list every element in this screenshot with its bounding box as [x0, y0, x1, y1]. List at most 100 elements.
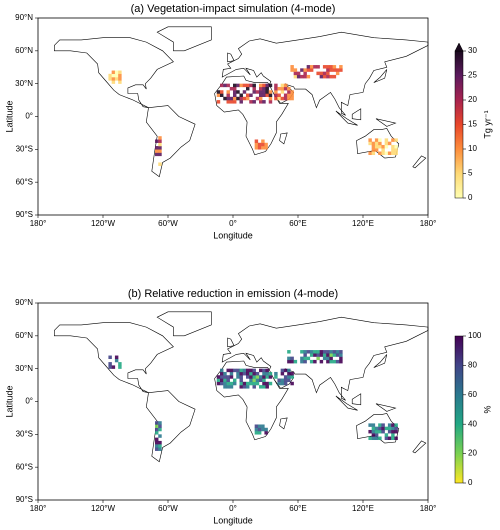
land — [279, 132, 288, 145]
map-cell — [326, 65, 330, 69]
map-cell — [268, 96, 273, 101]
map-cell — [223, 378, 227, 382]
map-cell — [280, 86, 285, 91]
map-cell — [316, 350, 320, 354]
land — [156, 26, 212, 52]
map-cell — [226, 381, 230, 386]
map-cell — [387, 426, 392, 431]
map-cell — [290, 371, 294, 376]
map-cell — [262, 375, 266, 379]
map-cell — [158, 434, 162, 438]
map-cell — [114, 73, 119, 78]
map-cell — [287, 86, 291, 91]
map-cell — [368, 429, 372, 434]
map-cell — [242, 83, 247, 88]
map-cell — [226, 385, 230, 389]
map-cell — [381, 423, 385, 427]
map-cell — [108, 73, 112, 78]
x-tick-label: 0° — [229, 219, 237, 228]
map-cell — [335, 71, 340, 76]
map-cell — [220, 378, 224, 382]
map-cell — [283, 93, 288, 97]
map-cell — [254, 139, 259, 143]
map-cell — [371, 148, 376, 152]
map-cell — [255, 381, 260, 386]
map-cell — [326, 350, 330, 354]
colorbar — [454, 335, 464, 484]
land — [375, 403, 397, 412]
map-cell — [233, 368, 237, 373]
map-cell — [296, 71, 301, 76]
map-cell — [287, 90, 291, 94]
map-cell — [236, 368, 240, 373]
map-cell — [322, 74, 327, 79]
map-cell — [118, 77, 122, 81]
map-cell — [255, 378, 260, 382]
map-cell — [254, 427, 259, 432]
map-cell — [283, 378, 288, 382]
map-cell — [242, 381, 247, 386]
map-cell — [242, 371, 247, 376]
map-cell — [239, 375, 243, 379]
map-cell — [319, 74, 324, 79]
map-cell — [261, 146, 265, 150]
map-cell — [259, 93, 263, 97]
map-cell — [262, 378, 266, 382]
map-cell — [309, 68, 314, 72]
map-cell — [394, 138, 398, 142]
map-cell — [381, 144, 385, 149]
land — [373, 354, 388, 368]
map-cell — [118, 80, 122, 84]
y-tick-label: 0° — [25, 397, 33, 406]
map-cell — [265, 93, 269, 97]
map-cell — [246, 96, 250, 101]
map-cell — [371, 423, 376, 427]
map-cell — [220, 368, 224, 373]
map-cell — [261, 427, 265, 432]
map-cell — [252, 368, 256, 373]
map-cell — [252, 385, 256, 389]
x-tick-label: 60°E — [289, 219, 306, 228]
map-cell — [223, 83, 227, 88]
map-cell — [155, 440, 159, 445]
map-cell — [262, 371, 266, 376]
map-cell — [394, 151, 398, 156]
map-cell — [249, 83, 253, 88]
map-cell — [280, 371, 285, 376]
map-cell — [368, 436, 372, 441]
map-cell — [300, 356, 304, 361]
map-cell — [339, 350, 343, 354]
map-cell — [371, 426, 376, 431]
map-cell — [257, 431, 262, 435]
map-cell — [223, 375, 227, 379]
map-cell — [322, 65, 327, 69]
map-cell — [374, 426, 379, 431]
map-cell — [287, 93, 291, 97]
y-axis-label: Latitude — [4, 385, 14, 417]
map-cell — [335, 350, 340, 354]
map-cell — [374, 148, 379, 152]
map-cell — [226, 375, 230, 379]
map-cell — [371, 436, 376, 441]
map-cell — [229, 371, 234, 376]
map-cell — [252, 86, 256, 91]
map-cell — [262, 86, 266, 91]
colorbar-tick-label: 5 — [468, 169, 473, 178]
map-cell — [111, 77, 116, 81]
x-tick-label: 120°E — [352, 504, 374, 513]
map-cell — [111, 73, 116, 78]
y-tick-label: 30°S — [16, 429, 33, 438]
map-cell — [255, 375, 260, 379]
map-cell — [254, 146, 259, 150]
map-cell — [381, 148, 385, 152]
map-cell — [391, 433, 395, 437]
map-cell — [303, 350, 307, 354]
map-cell — [229, 96, 234, 101]
map-cell — [339, 68, 343, 72]
map-cell — [246, 83, 250, 88]
colorbar-label: Tg yr⁻¹ — [482, 110, 492, 138]
map-cell — [265, 381, 269, 386]
map-cell — [259, 86, 263, 91]
map-cell — [155, 146, 159, 150]
